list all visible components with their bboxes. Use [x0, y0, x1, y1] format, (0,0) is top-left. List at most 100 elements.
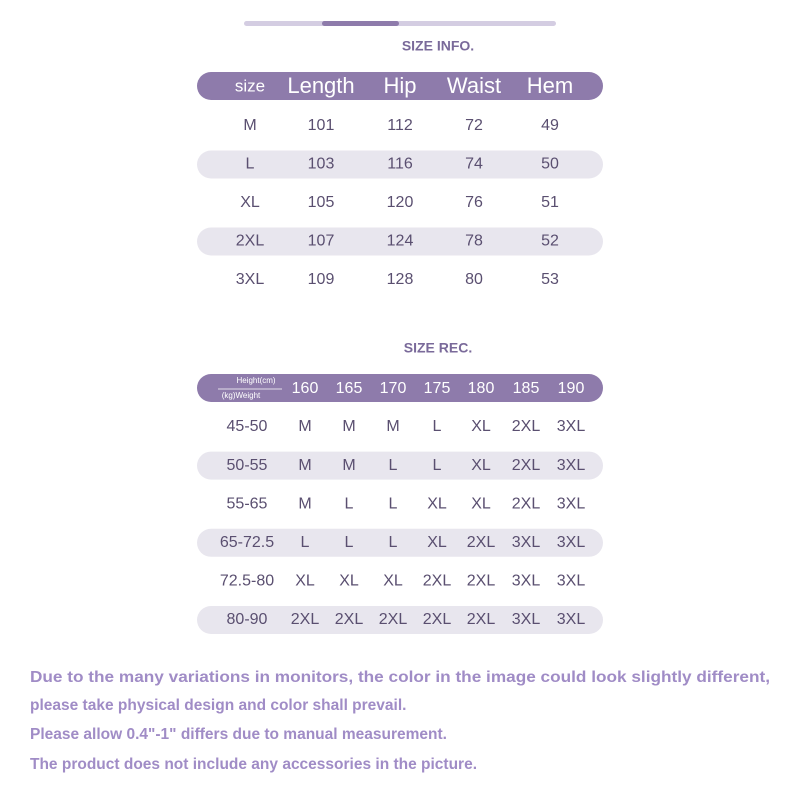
table-cell: 53	[541, 271, 559, 288]
table-cell: 128	[387, 271, 414, 288]
note: Due to the many variations in monitors, …	[30, 669, 770, 686]
size-cell: L	[345, 495, 354, 512]
size-cell: 2XL	[379, 611, 408, 628]
note: please take physical design and color sh…	[30, 697, 406, 714]
column-header: Waist	[447, 73, 501, 98]
table-cell: 50	[541, 156, 559, 173]
size-cell: 2XL	[423, 611, 452, 628]
table-cell: 72	[465, 117, 483, 134]
size-cell: XL	[339, 573, 359, 590]
size-cell: 2XL	[467, 611, 496, 628]
height-header: 170	[380, 380, 407, 397]
size-cell: 3XL	[557, 457, 586, 474]
weight-cell: 45-50	[227, 418, 268, 435]
column-header: Hip	[383, 73, 416, 98]
row-band	[197, 227, 603, 256]
size-cell: M	[386, 418, 399, 435]
size-cell: 3XL	[512, 573, 541, 590]
table-cell: 74	[465, 156, 483, 173]
weight-cell: 72.5-80	[220, 573, 274, 590]
size-cell: M	[342, 457, 355, 474]
height-header: 190	[558, 380, 585, 397]
size-cell: 2XL	[335, 611, 364, 628]
weight-cell: 55-65	[227, 495, 268, 512]
height-header: 175	[424, 380, 451, 397]
table-cell: 76	[465, 194, 483, 211]
weight-cell: 65-72.5	[220, 534, 274, 551]
row-band	[197, 451, 603, 480]
size-cell: 3XL	[557, 611, 586, 628]
size-cell: 2XL	[512, 457, 541, 474]
corner-bottom: (kg)Weight	[222, 391, 261, 400]
size-cell: XL	[427, 495, 447, 512]
size-cell: L	[389, 457, 398, 474]
size-cell: L	[433, 418, 442, 435]
weight-cell: 50-55	[227, 457, 268, 474]
table-cell: L	[246, 156, 255, 173]
corner-top: Height(cm)	[236, 376, 275, 385]
note: The product does not include any accesso…	[30, 756, 477, 773]
table-cell: 80	[465, 271, 483, 288]
row-band	[197, 528, 603, 557]
size-cell: 3XL	[557, 418, 586, 435]
height-header: 185	[513, 380, 540, 397]
size-cell: L	[389, 495, 398, 512]
table-cell: 78	[465, 233, 483, 250]
size-cell: XL	[471, 418, 491, 435]
height-header: 180	[468, 380, 495, 397]
size-cell: 2XL	[467, 573, 496, 590]
size-cell: M	[298, 457, 311, 474]
size-cell: M	[298, 495, 311, 512]
height-header: 160	[292, 380, 319, 397]
table-cell: 112	[387, 117, 413, 134]
size-cell: M	[298, 418, 311, 435]
table-cell: 105	[308, 194, 335, 211]
row-band	[197, 150, 603, 179]
size-cell: 3XL	[512, 534, 541, 551]
size-cell: 3XL	[557, 495, 586, 512]
table-cell: 52	[541, 233, 559, 250]
size-cell: 2XL	[423, 573, 452, 590]
size-cell: L	[433, 457, 442, 474]
table-cell: 49	[541, 117, 559, 134]
scroll-thumb	[322, 21, 399, 26]
row-band	[197, 606, 603, 634]
note: Please allow 0.4"-1" differs due to manu…	[30, 726, 447, 743]
size-info-title: SIZE INFO.	[402, 38, 474, 54]
size-cell: 3XL	[557, 573, 586, 590]
size-cell: 3XL	[512, 611, 541, 628]
table-cell: 107	[308, 233, 335, 250]
size-cell: XL	[471, 457, 491, 474]
column-header: size	[235, 76, 265, 95]
table-cell: XL	[240, 194, 260, 211]
size-rec-title: SIZE REC.	[404, 340, 472, 356]
table-cell: 101	[308, 117, 335, 134]
table-cell: 124	[387, 233, 414, 250]
size-cell: 2XL	[467, 534, 496, 551]
table-cell: 103	[308, 156, 335, 173]
size-cell: XL	[471, 495, 491, 512]
table-cell: 120	[387, 194, 414, 211]
header-bar	[197, 374, 603, 402]
size-cell: XL	[295, 573, 315, 590]
table-cell: 51	[541, 194, 559, 211]
header-bar	[197, 72, 603, 100]
column-header: Hem	[527, 73, 573, 98]
size-cell: XL	[427, 534, 447, 551]
size-cell: XL	[383, 573, 403, 590]
table-cell: 109	[308, 271, 335, 288]
column-header: Length	[287, 73, 354, 98]
size-cell: L	[389, 534, 398, 551]
table-cell: M	[243, 117, 256, 134]
weight-cell: 80-90	[227, 611, 268, 628]
size-cell: 2XL	[512, 495, 541, 512]
size-cell: L	[301, 534, 310, 551]
size-cell: 3XL	[557, 534, 586, 551]
table-cell: 2XL	[236, 233, 265, 250]
height-header: 165	[336, 380, 363, 397]
table-cell: 116	[387, 156, 413, 173]
size-cell: L	[345, 534, 354, 551]
size-cell: 2XL	[291, 611, 320, 628]
size-cell: 2XL	[512, 418, 541, 435]
